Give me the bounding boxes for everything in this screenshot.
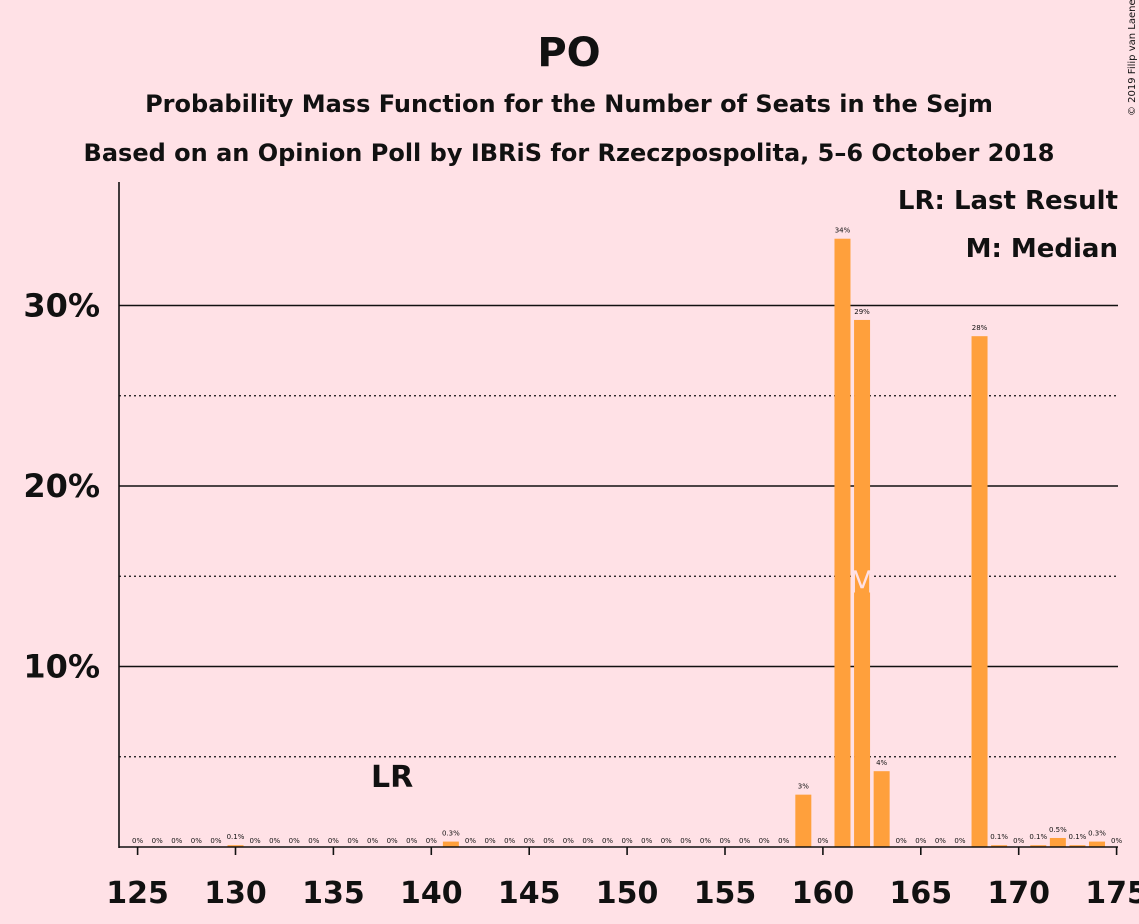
data-label: 0% bbox=[426, 837, 437, 845]
data-label: 0% bbox=[563, 837, 574, 845]
last-result-marker: LR bbox=[371, 760, 413, 795]
bar-seat-173 bbox=[1069, 845, 1086, 847]
y-tick-label: 30% bbox=[23, 287, 100, 325]
data-label: 0% bbox=[1111, 837, 1122, 845]
x-tick-label: 145 bbox=[498, 876, 561, 911]
data-label: 0% bbox=[484, 837, 495, 845]
data-label: 0% bbox=[269, 837, 280, 845]
x-tick-label: 135 bbox=[302, 876, 365, 911]
data-label: 0% bbox=[719, 837, 730, 845]
x-tick-label: 165 bbox=[889, 876, 952, 911]
x-tick-label: 160 bbox=[792, 876, 855, 911]
data-label: 0% bbox=[935, 837, 946, 845]
data-label: 0% bbox=[915, 837, 926, 845]
data-label: 0% bbox=[367, 837, 378, 845]
data-label: 0% bbox=[641, 837, 652, 845]
x-tick-label: 130 bbox=[204, 876, 267, 911]
x-tick-label: 125 bbox=[106, 876, 169, 911]
data-label: 0% bbox=[308, 837, 319, 845]
data-label: 0.1% bbox=[227, 833, 245, 841]
data-label: 0.3% bbox=[1088, 830, 1106, 838]
y-tick-label: 10% bbox=[23, 648, 100, 686]
data-label: 0% bbox=[700, 837, 711, 845]
bar-seat-171 bbox=[1030, 845, 1047, 847]
chart-subtitle-1: Probability Mass Function for the Number… bbox=[145, 90, 993, 118]
gridlines bbox=[119, 304, 1118, 758]
data-label: 4% bbox=[876, 759, 887, 767]
data-label: 0% bbox=[250, 837, 261, 845]
data-label: 0% bbox=[778, 837, 789, 845]
data-label: 0% bbox=[387, 837, 398, 845]
data-label: 0% bbox=[465, 837, 476, 845]
data-label: 34% bbox=[835, 227, 851, 235]
data-label: 0% bbox=[210, 837, 221, 845]
chart-subtitle-2: Based on an Opinion Poll by IBRiS for Rz… bbox=[84, 139, 1055, 167]
bar-seat-163 bbox=[873, 771, 890, 847]
data-label: 0% bbox=[954, 837, 965, 845]
data-label: 0% bbox=[680, 837, 691, 845]
bar-seat-169 bbox=[991, 845, 1008, 847]
bars bbox=[227, 238, 1106, 848]
bar-seat-130 bbox=[227, 845, 244, 847]
chart-title: PO bbox=[537, 30, 600, 76]
data-label: 0.1% bbox=[1069, 833, 1087, 841]
data-label: 0% bbox=[582, 837, 593, 845]
x-tick-label: 150 bbox=[596, 876, 659, 911]
legend-last-result: LR: Last Result bbox=[898, 186, 1118, 216]
legend-median: M: Median bbox=[966, 234, 1118, 264]
data-label: 0% bbox=[132, 837, 143, 845]
data-label: 0% bbox=[171, 837, 182, 845]
data-label: 0% bbox=[896, 837, 907, 845]
x-tick-label: 175 bbox=[1085, 876, 1139, 911]
bar-seat-161 bbox=[834, 238, 851, 848]
x-tick-label: 170 bbox=[987, 876, 1050, 911]
data-label: 0% bbox=[347, 837, 358, 845]
data-label: 0.1% bbox=[1029, 833, 1047, 841]
data-label: 0% bbox=[543, 837, 554, 845]
axes: 10% 20% 30% 125 130 135 140 145 150 155 160 165 170 1… bbox=[23, 182, 1139, 911]
bar-seat-168 bbox=[971, 336, 988, 847]
data-label: 0% bbox=[524, 837, 535, 845]
data-label: 29% bbox=[854, 308, 870, 316]
data-label: 0.1% bbox=[990, 833, 1008, 841]
data-label: 0% bbox=[739, 837, 750, 845]
data-label: 0% bbox=[602, 837, 613, 845]
bar-seat-174 bbox=[1089, 841, 1106, 847]
data-label: 0% bbox=[152, 837, 163, 845]
data-label: 0% bbox=[759, 837, 770, 845]
bar-seat-141 bbox=[442, 841, 459, 847]
median-marker: M bbox=[849, 565, 875, 600]
data-label: 0.3% bbox=[442, 830, 460, 838]
y-tick-label: 20% bbox=[23, 467, 100, 505]
data-label: 0% bbox=[191, 837, 202, 845]
data-label: 28% bbox=[972, 324, 988, 332]
data-label: 0% bbox=[622, 837, 633, 845]
data-label: 0% bbox=[817, 837, 828, 845]
bar-seat-172 bbox=[1049, 837, 1066, 847]
bar-seat-159 bbox=[795, 794, 812, 847]
data-label: 0% bbox=[661, 837, 672, 845]
data-label: 0% bbox=[328, 837, 339, 845]
copyright-note: © 2019 Filip van Laenen bbox=[1127, 0, 1138, 116]
data-label: 0% bbox=[1013, 837, 1024, 845]
bar-seat-162 bbox=[854, 319, 871, 847]
x-tick-label: 155 bbox=[694, 876, 757, 911]
data-label: 0% bbox=[289, 837, 300, 845]
x-tick-label: 140 bbox=[400, 876, 463, 911]
data-label: 0% bbox=[406, 837, 417, 845]
data-label: 0% bbox=[504, 837, 515, 845]
data-label: 3% bbox=[798, 783, 809, 791]
data-labels: 0% 0% 0% 0% 0% 0.1% 0% 0% 0% 0% 0% 0% 0% 0% 0% 0% 0.3% 0%… bbox=[132, 227, 1122, 845]
data-label: 0.5% bbox=[1049, 826, 1067, 834]
